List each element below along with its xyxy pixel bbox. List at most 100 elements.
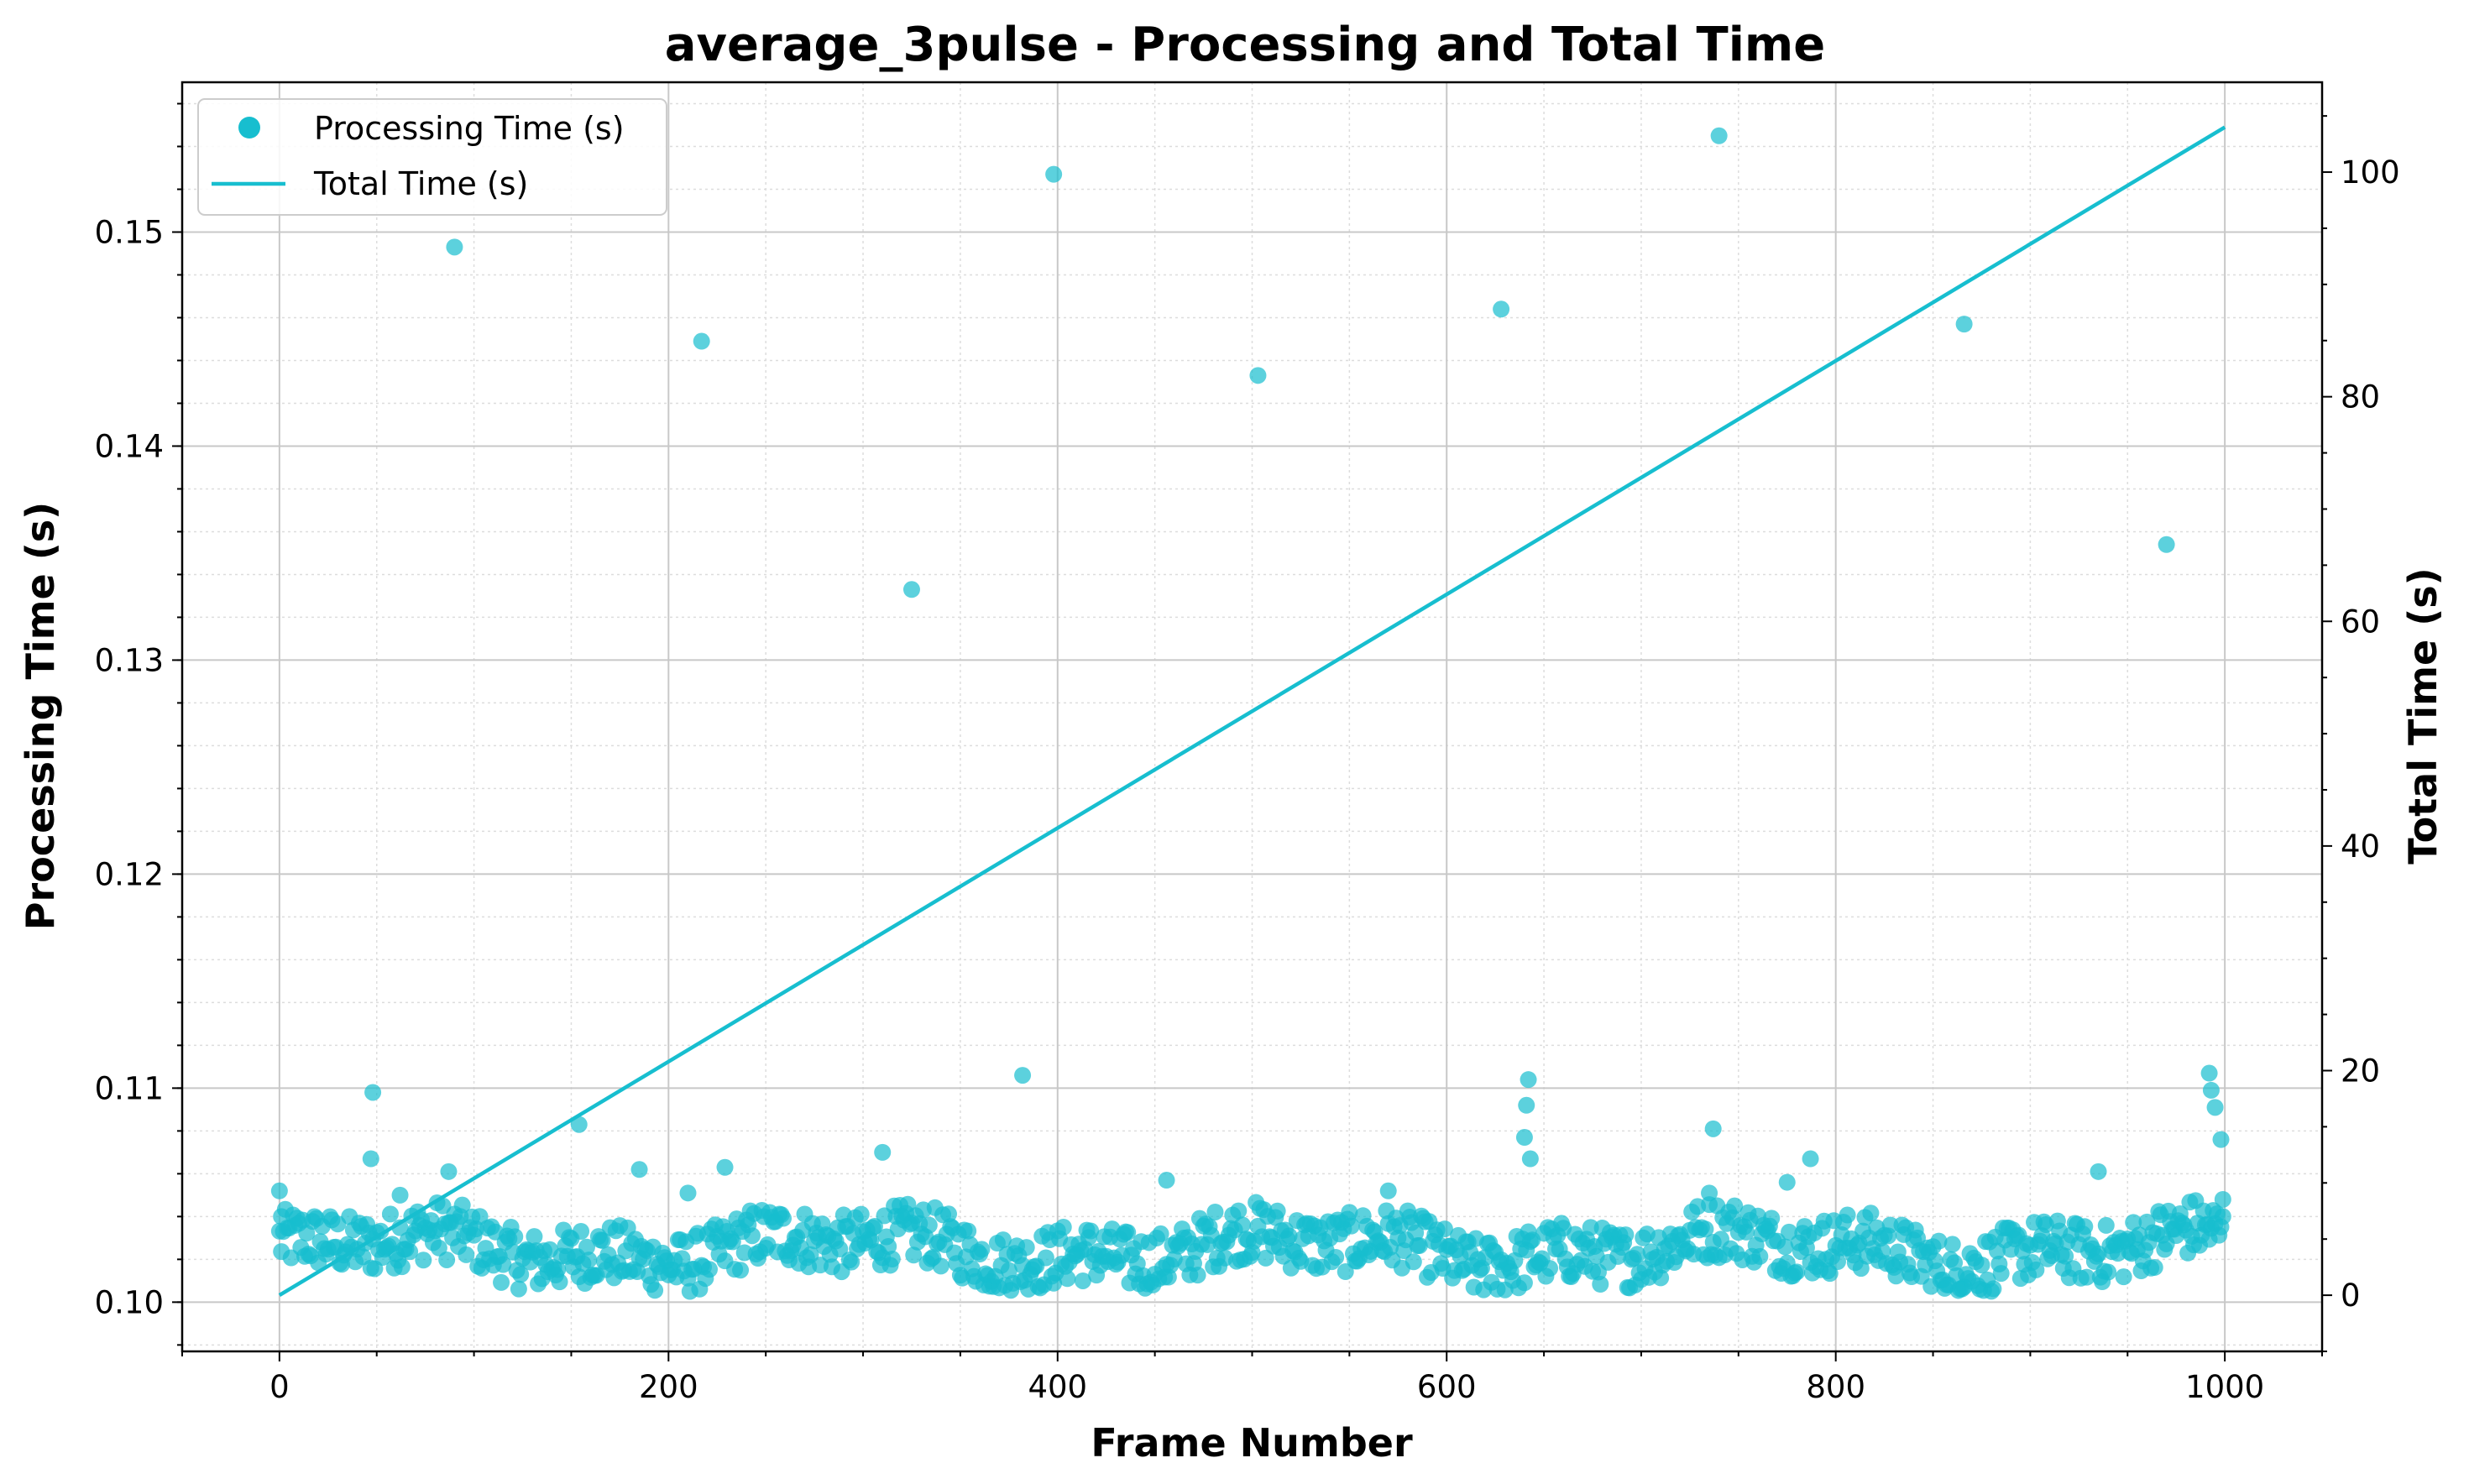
total-time-series-line <box>278 125 2226 1298</box>
scatter-point <box>1821 1265 1839 1283</box>
scatter-point <box>494 1256 512 1273</box>
scatter-point-outlier <box>2212 1131 2230 1148</box>
scatter-point-outlier <box>1249 367 1267 384</box>
scatter-point <box>1629 1246 1646 1263</box>
scatter-point <box>1592 1275 1609 1293</box>
scatter-point <box>831 1240 849 1257</box>
scatter-point <box>1082 1222 1100 1240</box>
scatter-point <box>549 1261 567 1278</box>
y2-tick-label: 40 <box>2341 828 2380 865</box>
scatter-point <box>1788 1263 1806 1281</box>
scatter-point-outlier <box>364 1084 382 1101</box>
scatter-point <box>580 1251 598 1269</box>
scatter-point-outlier <box>1778 1173 1796 1191</box>
scatter-point <box>883 1250 901 1267</box>
scatter-point <box>960 1222 977 1240</box>
scatter-point-outlier <box>902 581 920 598</box>
scatter-point-outlier <box>716 1158 734 1176</box>
legend-marker-processing <box>238 117 260 138</box>
scatter-point <box>1017 1239 1035 1257</box>
y2-tick-label: 60 <box>2341 604 2380 640</box>
scatter-point <box>973 1241 991 1258</box>
y2-axis-ticks: 0 20 40 60 80 100 <box>2322 115 2400 1352</box>
scatter-point <box>551 1273 568 1291</box>
scatter-point <box>1257 1249 1274 1267</box>
scatter-point <box>905 1246 923 1264</box>
total-time-line <box>278 125 2226 1298</box>
scatter-point <box>1781 1223 1798 1241</box>
x-tick-label: 200 <box>639 1369 698 1405</box>
y2-tick-label: 100 <box>2341 154 2400 191</box>
scatter-point <box>1059 1270 1076 1288</box>
scatter-point <box>1751 1247 1769 1265</box>
scatter-point <box>1037 1249 1054 1267</box>
scatter-point <box>1828 1253 1846 1271</box>
scatter-point <box>1726 1197 1744 1215</box>
scatter-point <box>1337 1263 1354 1281</box>
scatter-point <box>1946 1254 1964 1272</box>
scatter-point <box>920 1216 938 1234</box>
scatter-point <box>994 1231 1012 1249</box>
scatter-point-outlier <box>1802 1150 1819 1168</box>
y-tick-label: 0.12 <box>95 856 164 892</box>
y2-tick-label: 20 <box>2341 1053 2380 1089</box>
scatter-point-outlier <box>1158 1172 1175 1189</box>
processing-time-points <box>270 127 2231 1300</box>
scatter-point <box>1776 1238 1794 1256</box>
scatter-point <box>506 1228 524 1246</box>
y2-axis-label: Total Time (s) <box>2400 567 2446 864</box>
y2-tick-label: 0 <box>2341 1278 2361 1314</box>
y-axis-label: Processing Time (s) <box>18 502 63 930</box>
scatter-point <box>1119 1224 1137 1241</box>
scatter-point <box>401 1243 419 1261</box>
scatter-point <box>1230 1202 1248 1220</box>
scatter-point-outlier <box>270 1182 288 1199</box>
scatter-point-outlier <box>2200 1064 2218 1082</box>
scatter-point <box>1405 1253 1422 1271</box>
scatter-point <box>1342 1217 1360 1235</box>
scatter-point <box>1541 1260 1559 1278</box>
scatter-point <box>775 1210 793 1227</box>
x-axis-ticks: 0 200 400 600 800 1000 <box>181 1351 2323 1405</box>
scatter-point <box>1341 1204 1358 1221</box>
y-tick-label: 0.15 <box>95 214 164 250</box>
y-tick-label: 0.11 <box>95 1070 164 1106</box>
scatter-point <box>381 1205 399 1223</box>
scatter-point <box>1930 1232 1948 1250</box>
x-tick-label: 800 <box>1806 1369 1865 1405</box>
scatter-point <box>2100 1263 2117 1281</box>
scatter-point-outlier <box>570 1116 588 1133</box>
scatter-point <box>1233 1216 1251 1234</box>
scatter-point-outlier <box>1045 165 1063 183</box>
y-tick-label: 0.13 <box>95 642 164 678</box>
scatter-point <box>578 1238 595 1256</box>
scatter-point <box>1985 1280 2002 1298</box>
scatter-point <box>843 1253 861 1271</box>
scatter-point-outlier <box>1520 1071 1537 1089</box>
scatter-point <box>2078 1268 2095 1286</box>
scatter-point <box>1407 1224 1425 1241</box>
scatter-point <box>743 1227 761 1245</box>
scatter-point-outlier <box>362 1150 379 1168</box>
scatter-point <box>512 1266 530 1283</box>
legend-box <box>197 98 667 216</box>
x-tick-label: 0 <box>269 1369 290 1405</box>
scatter-point <box>2097 1216 2115 1234</box>
scatter-point-outlier <box>1710 127 1728 144</box>
scatter-point <box>430 1239 447 1257</box>
scatter-point <box>940 1205 958 1223</box>
scatter-point-outlier <box>874 1143 892 1161</box>
scatter-point <box>1074 1272 1091 1289</box>
scatter-point-outlier <box>1515 1129 1533 1147</box>
scatter-point <box>453 1196 471 1214</box>
scatter-point-outlier <box>1521 1150 1539 1168</box>
scatter-point-outlier <box>2214 1190 2231 1208</box>
scatter-point <box>646 1282 664 1299</box>
scatter-point-outlier <box>1379 1182 1397 1199</box>
scatter-point <box>415 1251 432 1269</box>
scatter-point <box>1617 1226 1635 1244</box>
scatter-point-outlier <box>693 332 710 350</box>
scatter-point <box>1189 1267 1206 1284</box>
scatter-point <box>1887 1267 1905 1285</box>
